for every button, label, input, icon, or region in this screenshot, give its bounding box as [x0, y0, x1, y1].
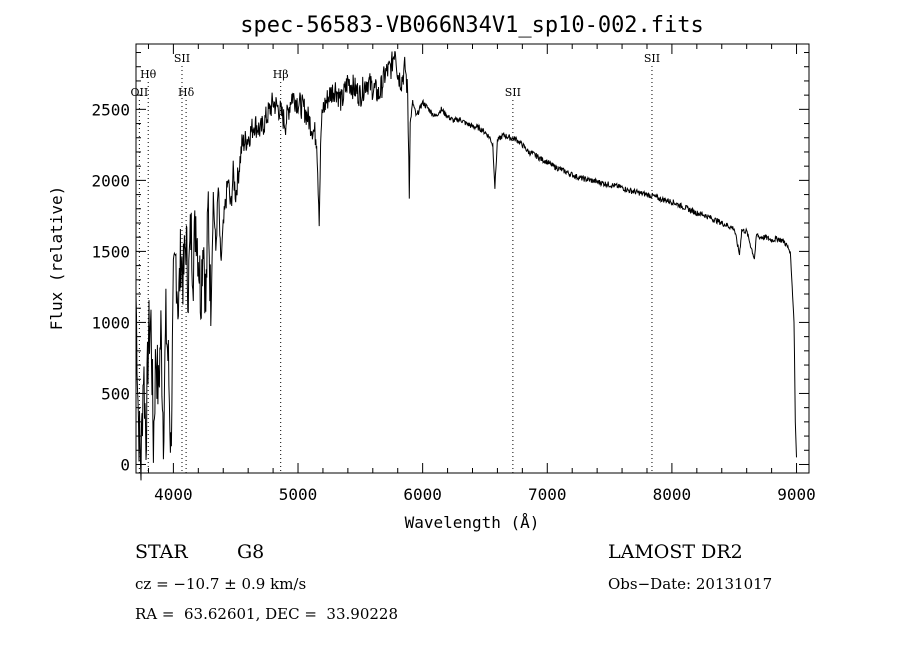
y-tick-label: 2000: [91, 171, 130, 190]
spectral-line-markers: OII Hθ SII Hδ Hβ SII SII: [131, 52, 660, 473]
x-axis-label: Wavelength (Å): [405, 513, 540, 532]
line-marker-label: SII: [174, 52, 190, 65]
redshift-label: cz = −10.7 ± 0.9 km/s: [135, 575, 307, 593]
line-marker-label: Hδ: [178, 86, 195, 99]
y-tick-label: 1000: [91, 313, 130, 332]
plot-frame: [135, 43, 810, 474]
x-tick-label: 8000: [653, 485, 692, 504]
chart-title: spec-56583-VB066N34V1_sp10-002.fits: [240, 13, 704, 38]
x-tick-label: 7000: [528, 485, 567, 504]
obs-date-label: Obs−Date: 20131017: [608, 575, 773, 593]
y-tick-label: 1500: [91, 242, 130, 261]
x-tick-label: 5000: [279, 485, 318, 504]
y-tick-label: 2500: [91, 100, 130, 119]
spectrum-line: [135, 51, 797, 481]
y-tick-label: 0: [120, 455, 130, 474]
line-marker-label: SII: [505, 86, 521, 99]
subclass-label: G8: [237, 541, 265, 563]
y-tick-label: 500: [101, 384, 130, 403]
axis-ticks: 4000 5000 6000 7000 8000 9000 0 500 1000 1500 2000…: [91, 44, 816, 504]
line-marker-label: Hβ: [273, 68, 289, 81]
line-marker-label: Hθ: [140, 68, 157, 81]
x-tick-label: 9000: [777, 485, 816, 504]
class-label: STAR: [135, 541, 188, 563]
coords-label: RA = 63.62601, DEC = 33.90228: [135, 605, 399, 623]
line-marker-label: OII: [131, 86, 149, 99]
x-tick-label: 6000: [403, 485, 442, 504]
line-marker-label: SII: [644, 52, 660, 65]
x-tick-label: 4000: [154, 485, 193, 504]
y-axis-label: Flux (relative): [47, 186, 66, 331]
survey-label: LAMOST DR2: [608, 541, 743, 563]
